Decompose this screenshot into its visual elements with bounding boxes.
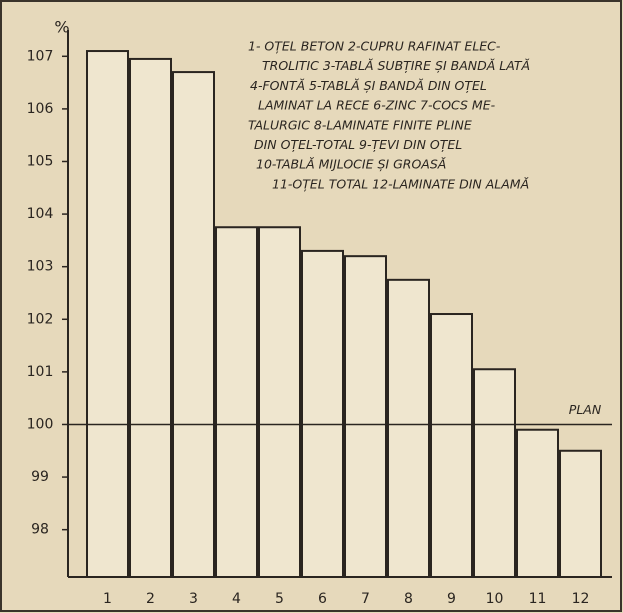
- y-tick-label: 98: [31, 522, 49, 538]
- legend-line: 1- OȚEL BETON 2-CUPRU RAFINAT ELEC-: [248, 39, 501, 54]
- plan-label: PLAN: [569, 402, 602, 417]
- bar: [86, 50, 129, 579]
- bar: [516, 428, 559, 578]
- legend-line: 11-OȚEL TOTAL 12-LAMINATE DIN ALAMĂ: [272, 176, 529, 191]
- y-tick-label: 103: [27, 259, 54, 275]
- x-tick-label: 4: [232, 591, 241, 607]
- bar: [473, 368, 516, 578]
- x-tick-label: 10: [486, 591, 504, 607]
- legend-line: LAMINAT LA RECE 6-ZINC 7-COCS ME-: [258, 98, 496, 113]
- y-tick-label: 104: [27, 206, 54, 222]
- legend-line: DIN OȚEL-TOTAL 9-ȚEVI DIN OȚEL: [254, 137, 462, 152]
- y-tick-label: 105: [27, 153, 54, 169]
- x-tick-label: 1: [103, 591, 112, 607]
- legend-line: TROLITIC 3-TABLĂ SUBȚIRE ȘI BANDĂ LATĂ: [262, 58, 530, 73]
- y-tick-label: 100: [27, 416, 54, 432]
- bar: [387, 278, 430, 578]
- x-tick-label: 6: [318, 591, 327, 607]
- x-tick-label: 7: [361, 591, 370, 607]
- legend-line: TALURGIC 8-LAMINATE FINITE PLINE: [248, 117, 472, 132]
- y-tick-label: 107: [27, 48, 54, 64]
- x-tick-label: 2: [146, 591, 155, 607]
- x-tick-label: 5: [275, 591, 284, 607]
- y-unit: %: [54, 18, 69, 37]
- bar: [559, 449, 602, 578]
- bar: [258, 226, 301, 579]
- legend-line: 10-TABLĂ MIJLOCIE ȘI GROASĂ: [256, 157, 446, 172]
- bar: [301, 249, 344, 578]
- x-tick-label: 12: [572, 591, 590, 607]
- bar: [172, 71, 215, 578]
- bar: [129, 57, 172, 579]
- bar: [215, 226, 258, 579]
- bar: [344, 255, 387, 578]
- y-tick-label: 106: [27, 101, 54, 117]
- legend-line: 4-FONTĂ 5-TABLĂ ȘI BANDĂ DIN OȚEL: [250, 78, 487, 93]
- x-tick-label: 3: [189, 591, 198, 607]
- y-tick-label: 101: [27, 364, 54, 380]
- x-tick-label: 11: [529, 591, 547, 607]
- x-tick-label: 8: [404, 591, 413, 607]
- y-tick-label: 99: [31, 469, 49, 485]
- bar: [430, 313, 473, 578]
- y-tick-label: 102: [27, 311, 54, 327]
- x-tick-label: 9: [447, 591, 456, 607]
